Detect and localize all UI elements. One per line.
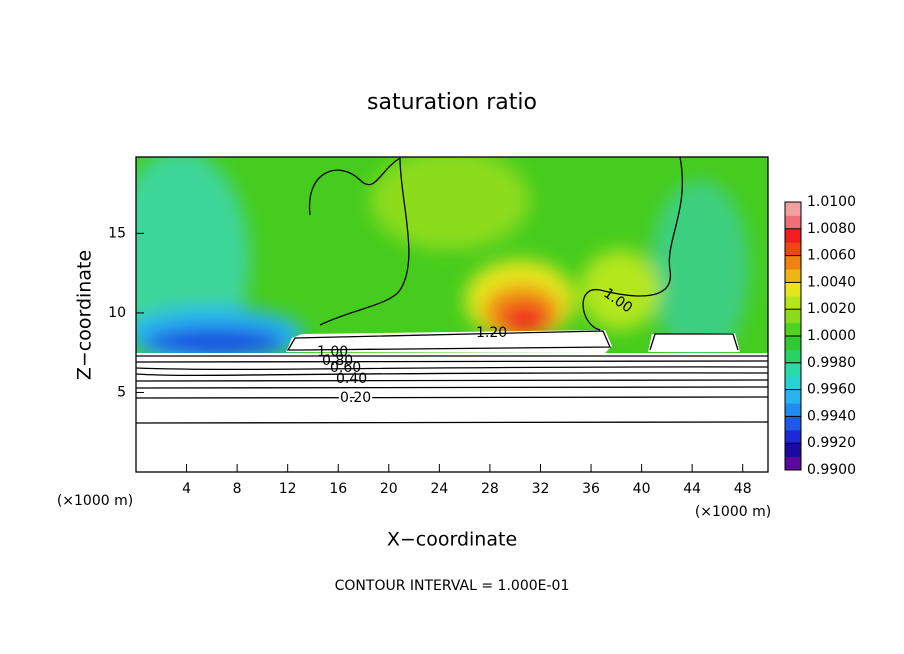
x-tick-label: 20 [380, 481, 398, 497]
colorbar-band [785, 322, 801, 337]
colorbar-band [785, 215, 801, 230]
colorbar-band [785, 429, 801, 444]
colorbar-band [785, 228, 801, 243]
colorbar-band [785, 443, 801, 458]
colorbar-band [785, 202, 801, 216]
colorbar-tick-label: 0.9900 [807, 462, 856, 478]
colorbar-band [785, 282, 801, 297]
y-tick-label: 15 [108, 225, 126, 241]
colorbar-band [785, 376, 801, 391]
x-tick-label: 8 [233, 481, 242, 497]
contour-label: 0.20 [340, 390, 371, 406]
x-tick-label: 36 [582, 481, 600, 497]
colorbar-tick-label: 1.0100 [807, 194, 856, 210]
x-tick-label: 16 [329, 481, 347, 497]
x-tick-label: 44 [683, 481, 701, 497]
plot-frame [135, 156, 769, 473]
colorbar-tick-label: 0.9920 [807, 435, 856, 451]
contour-label: 1.00 [317, 344, 348, 360]
chart-title: saturation ratio [367, 90, 537, 115]
colorbar-band [785, 309, 801, 324]
colorbar-tick-label: 1.0080 [807, 221, 856, 237]
contour-label: 1.20 [476, 325, 507, 341]
colorbar-tick-label: 1.0040 [807, 274, 856, 290]
colorbar-band [785, 336, 801, 350]
colorbar-band [785, 389, 801, 404]
colorbar-band [785, 362, 801, 377]
y-tick-label: 10 [108, 305, 126, 321]
x-unit: (×1000 m) [695, 504, 771, 520]
contour-label: 0.40 [336, 371, 367, 387]
x-unit: (×1000 m) [57, 493, 133, 509]
x-tick-label: 12 [279, 481, 297, 497]
colorbar-tick-label: 0.9980 [807, 355, 856, 371]
colorbar-band [785, 456, 801, 471]
x-axis-label: X−coordinate [387, 529, 517, 551]
colorbar-tick-label: 1.0000 [807, 328, 856, 344]
y-tick-label: 5 [117, 384, 126, 400]
x-tick-label: 4 [182, 481, 191, 497]
contour-label: 0.60 [330, 360, 361, 376]
x-tick-label: 28 [481, 481, 499, 497]
x-tick-label: 24 [430, 481, 448, 497]
colorbar-band [785, 295, 801, 310]
x-tick-label: 32 [532, 481, 550, 497]
colorbar-band [785, 349, 801, 364]
colorbar-band [785, 255, 801, 270]
x-tick-label: 48 [734, 481, 752, 497]
colorbar-band [785, 403, 801, 417]
x-tick-label: 40 [633, 481, 651, 497]
colorbar-band [785, 416, 801, 431]
contour-label: 0.80 [322, 353, 353, 369]
colorbar-tick-label: 1.0020 [807, 301, 856, 317]
contour-interval-note: CONTOUR INTERVAL = 1.000E-01 [335, 578, 570, 594]
contour-field [136, 157, 768, 472]
colorbar-band [785, 269, 801, 283]
colorbar-band [785, 242, 801, 257]
colorbar-tick-label: 1.0060 [807, 248, 856, 264]
colorbar-tick-label: 0.9940 [807, 408, 856, 424]
colorbar-tick-label: 0.9960 [807, 382, 856, 398]
y-axis-label: Z−coordinate [74, 250, 96, 380]
